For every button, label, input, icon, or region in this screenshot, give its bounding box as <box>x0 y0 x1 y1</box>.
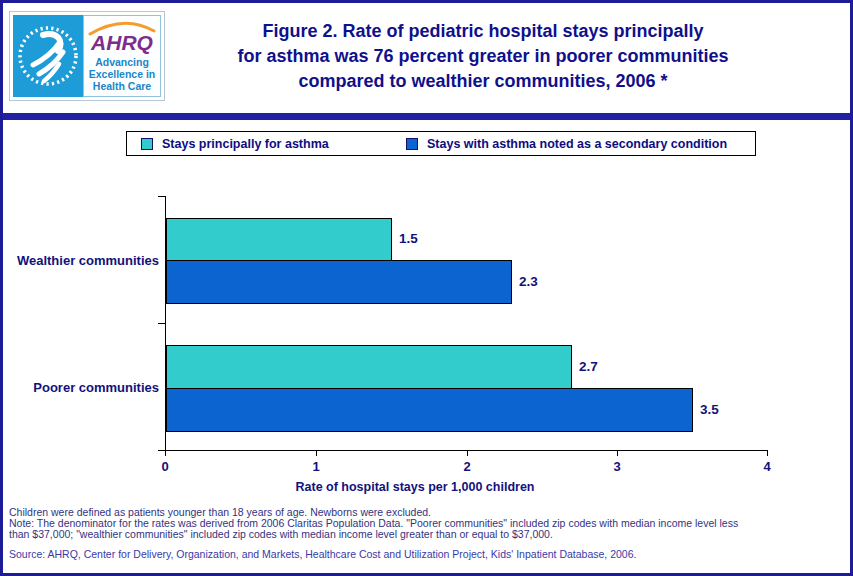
category-label-poorer: Poorer communities <box>9 380 159 395</box>
title-line-3: compared to wealthier communities, 2006 … <box>113 69 853 94</box>
x-axis-tick <box>767 450 768 456</box>
x-axis-tick <box>316 450 317 456</box>
x-tick-label-0: 0 <box>150 459 180 474</box>
y-axis-tick <box>158 323 165 324</box>
hhs-eagle-icon <box>13 15 83 97</box>
title-line-1: Figure 2. Rate of pediatric hospital sta… <box>113 19 853 44</box>
chart-legend: Stays principally for asthma Stays with … <box>126 131 756 156</box>
title-line-2: for asthma was 76 percent greater in poo… <box>113 44 853 69</box>
footnote-source: Source: AHRQ, Center for Delivery, Organ… <box>9 548 852 560</box>
header-divider <box>3 113 853 120</box>
legend-item-secondary: Stays with asthma noted as a secondary c… <box>406 132 727 155</box>
legend-swatch-teal <box>141 138 153 150</box>
bar-value-label: 2.7 <box>579 359 598 374</box>
figure-title: Figure 2. Rate of pediatric hospital sta… <box>113 19 853 94</box>
footnote-line-3: than $37,000; "wealthier communities" in… <box>9 528 852 540</box>
bar-value-label: 1.5 <box>399 231 418 246</box>
x-axis-tick <box>165 450 166 456</box>
y-axis-tick <box>158 196 165 197</box>
x-axis-tick <box>467 450 468 456</box>
hhs-seal <box>13 15 83 97</box>
figure-page: AHRQ Advancing Excellence in Health Care… <box>0 0 853 576</box>
x-axis-title: Rate of hospital stays per 1,000 childre… <box>165 480 665 494</box>
bar-wealthier-primary <box>166 218 392 261</box>
y-axis-tick <box>158 450 165 451</box>
x-tick-label-3: 3 <box>602 459 632 474</box>
legend-item-primary: Stays principally for asthma <box>141 132 329 155</box>
bar-value-label: 3.5 <box>700 402 719 417</box>
x-tick-label-2: 2 <box>452 459 482 474</box>
x-tick-label-1: 1 <box>301 459 331 474</box>
x-axis-tick <box>617 450 618 456</box>
bar-poorer-secondary <box>166 388 693 432</box>
legend-label-primary: Stays principally for asthma <box>162 137 329 151</box>
bar-poorer-primary <box>166 345 572 389</box>
bar-wealthier-secondary <box>166 260 512 304</box>
category-label-wealthier: Wealthier communities <box>9 253 159 268</box>
legend-label-secondary: Stays with asthma noted as a secondary c… <box>427 137 727 151</box>
bar-value-label: 2.3 <box>519 274 538 289</box>
x-tick-label-4: 4 <box>752 459 782 474</box>
legend-swatch-blue <box>406 138 418 150</box>
